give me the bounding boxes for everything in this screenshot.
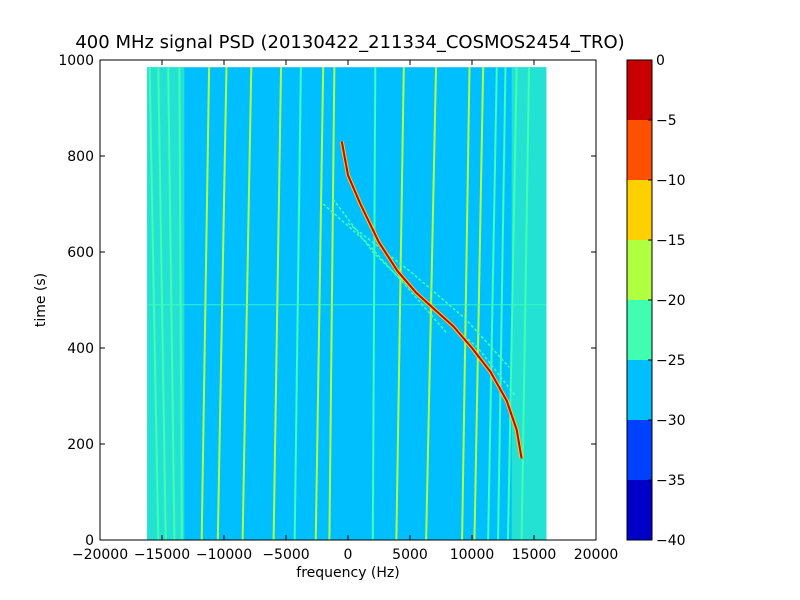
colorbar-tick-label: −20 bbox=[656, 293, 686, 309]
colorbar-tick-label: −25 bbox=[656, 353, 686, 369]
y-tick-label: 200 bbox=[67, 437, 94, 453]
x-tick-label: 5000 bbox=[392, 547, 428, 563]
colorbar: −40 −35 −30 −25 −20 −15 −10 −5 0 bbox=[626, 53, 686, 549]
x-tick-label: 20000 bbox=[574, 547, 619, 563]
x-tick-label: 10000 bbox=[450, 547, 495, 563]
colorbar-segment bbox=[627, 120, 652, 180]
spectral-line bbox=[148, 67, 160, 540]
y-tick-label: 0 bbox=[85, 533, 94, 549]
colorbar-tick-label: −40 bbox=[656, 533, 686, 549]
spectral-line bbox=[178, 67, 183, 540]
spectral-line bbox=[473, 67, 485, 540]
y-tick-label: 1000 bbox=[58, 53, 94, 69]
spectral-line bbox=[520, 67, 531, 540]
colorbar-tick-label: −30 bbox=[656, 413, 686, 429]
x-tick-label: −20000 bbox=[72, 547, 128, 563]
colorbar-tick-label: −35 bbox=[656, 473, 686, 489]
heatmap-layer bbox=[147, 67, 547, 540]
colorbar-tick-label: −5 bbox=[656, 113, 677, 129]
x-tick-label: 15000 bbox=[512, 547, 557, 563]
y-tick-label: 800 bbox=[67, 149, 94, 165]
x-tick-label: −5000 bbox=[262, 547, 309, 563]
spectral-line bbox=[272, 67, 283, 540]
colorbar-segment bbox=[627, 420, 652, 480]
colorbar-segment bbox=[627, 360, 652, 420]
spectral-line bbox=[157, 67, 167, 540]
y-axis: 0 200 400 600 800 1000 bbox=[58, 53, 596, 549]
spectral-line bbox=[293, 67, 302, 540]
x-axis: −20000 −15000 −10000 −5000 0 5000 10000 15000 20… bbox=[72, 60, 618, 563]
colorbar-segment bbox=[627, 240, 652, 300]
x-tick-label: −15000 bbox=[134, 547, 190, 563]
spectral-line bbox=[241, 67, 253, 540]
x-tick-label: 0 bbox=[344, 547, 353, 563]
spectral-line bbox=[314, 67, 325, 540]
spectral-line bbox=[497, 67, 507, 540]
colorbar-tick-label: 0 bbox=[656, 53, 665, 69]
x-tick-label: −10000 bbox=[196, 547, 252, 563]
y-tick-label: 400 bbox=[67, 341, 94, 357]
colorbar-tick-label: −15 bbox=[656, 233, 686, 249]
colorbar-tick-label: −10 bbox=[656, 173, 686, 189]
colorbar-segment bbox=[627, 480, 652, 540]
colorbar-segment bbox=[627, 300, 652, 360]
spectral-line bbox=[328, 67, 336, 540]
spectral-line bbox=[216, 67, 228, 540]
colorbar-segment bbox=[627, 60, 652, 120]
y-tick-label: 600 bbox=[67, 245, 94, 261]
colorbar-segment bbox=[627, 180, 652, 240]
plot-area: −20000 −15000 −10000 −5000 0 5000 10000 15000 20… bbox=[58, 53, 618, 563]
faint-doppler-trace bbox=[347, 222, 510, 368]
spectral-line bbox=[395, 67, 405, 540]
spectral-line bbox=[371, 67, 377, 540]
spectral-line bbox=[200, 67, 211, 540]
chart-title: 400 MHz signal PSD (20130422_211334_COSM… bbox=[75, 32, 624, 53]
spectral-line bbox=[167, 67, 176, 540]
spectral-line bbox=[461, 67, 471, 540]
spectral-line bbox=[487, 67, 498, 540]
carrier-trace bbox=[340, 141, 523, 459]
heatmap-background bbox=[147, 67, 547, 540]
faint-doppler-trace bbox=[322, 203, 448, 335]
x-axis-label: frequency (Hz) bbox=[296, 565, 399, 581]
spectral-line bbox=[506, 67, 518, 540]
y-axis-label: time (s) bbox=[33, 273, 49, 327]
heatmap-edge-band bbox=[511, 67, 547, 540]
